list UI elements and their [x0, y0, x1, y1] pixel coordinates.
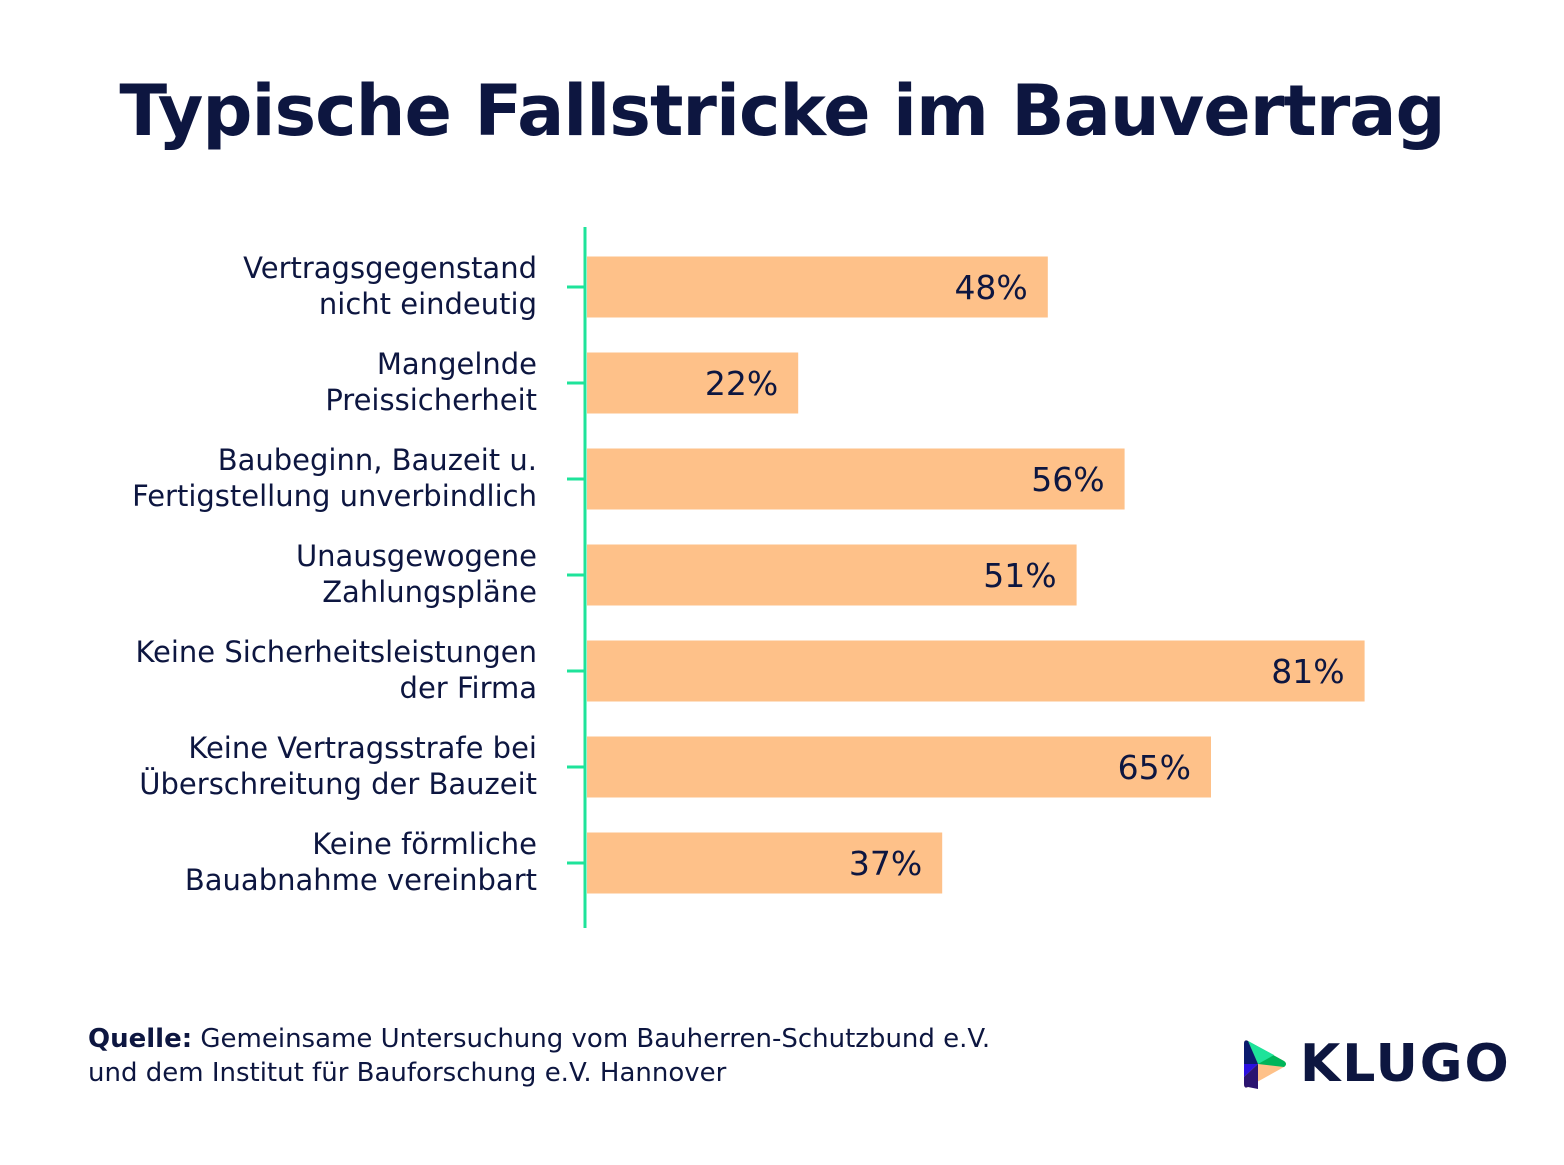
- bar: [587, 544, 1077, 606]
- value-label: 51%: [983, 556, 1056, 595]
- category-label: Vertragsgegenstand: [243, 251, 537, 285]
- category-label: Preissicherheit: [325, 383, 537, 417]
- category-label: Unausgewogene: [296, 539, 537, 573]
- category-label: Baubeginn, Bauzeit u.: [218, 443, 537, 477]
- logo-text: KLUGO: [1300, 1034, 1511, 1094]
- source-text-1: Gemeinsame Untersuchung vom Bauherren-Sc…: [200, 1024, 991, 1054]
- category-label: Keine Sicherheitsleistungen: [135, 635, 537, 669]
- category-label: Keine Vertragsstrafe bei: [188, 731, 537, 765]
- bar: [587, 832, 943, 894]
- category-label: Überschreitung der Bauzeit: [139, 767, 537, 801]
- bar: [587, 352, 799, 414]
- bar: [587, 448, 1125, 510]
- category-label: Mangelnde: [377, 347, 537, 381]
- category-label: Fertigstellung unverbindlich: [132, 479, 537, 513]
- source-text-2: und dem Institut für Bauforschung e.V. H…: [88, 1058, 727, 1088]
- value-label: 56%: [1031, 460, 1104, 499]
- category-label: Bauabnahme vereinbart: [185, 863, 537, 897]
- category-label: nicht eindeutig: [319, 287, 537, 321]
- value-label: 48%: [954, 268, 1027, 307]
- category-label: der Firma: [400, 671, 537, 705]
- value-label: 65%: [1118, 748, 1191, 787]
- bar: [587, 640, 1365, 702]
- value-label: 37%: [849, 844, 922, 883]
- chart-title: Typische Fallstricke im Bauvertrag: [119, 70, 1445, 152]
- klugo-logo: KLUGO: [1244, 1034, 1511, 1094]
- bar: [587, 256, 1048, 318]
- play-triangle-icon: [1244, 1040, 1286, 1089]
- source-note: Quelle: Gemeinsame Untersuchung vom Bauh…: [88, 1022, 990, 1090]
- category-label: Zahlungspläne: [322, 575, 537, 609]
- source-label: Quelle:: [88, 1024, 193, 1054]
- category-label: Keine förmliche: [312, 827, 537, 861]
- value-label: 81%: [1271, 652, 1344, 691]
- value-label: 22%: [705, 364, 778, 403]
- bar: [587, 736, 1211, 798]
